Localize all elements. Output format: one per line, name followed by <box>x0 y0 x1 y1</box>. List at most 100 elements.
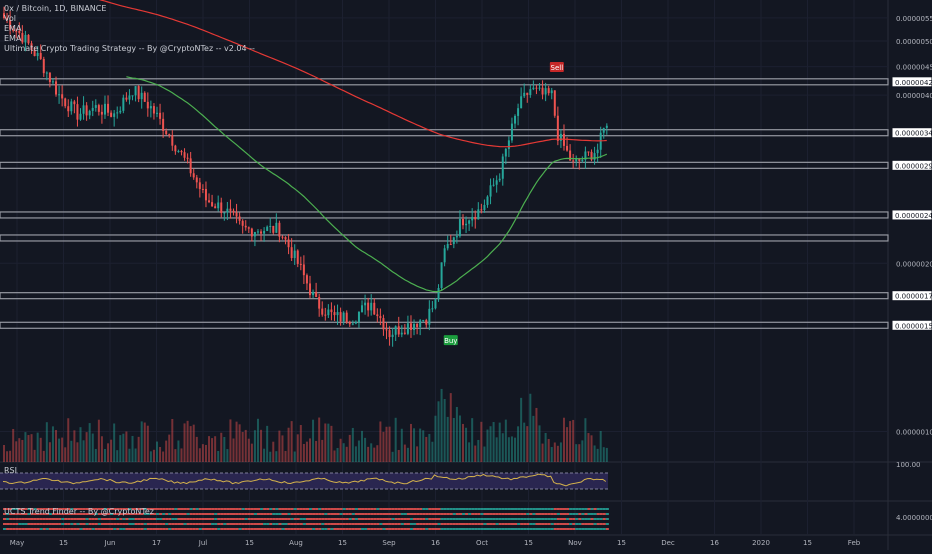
volume-bar <box>94 448 97 462</box>
volume-bar <box>290 421 293 462</box>
trend-stripe <box>85 513 89 515</box>
trend-stripe <box>24 508 28 510</box>
trend-stripe <box>559 523 563 525</box>
trend-stripe <box>125 513 129 515</box>
volume-bar <box>110 439 113 462</box>
trend-stripe <box>400 528 404 530</box>
trend-stripe <box>376 518 380 520</box>
trend-stripe <box>514 513 518 515</box>
x-tick-label: 16 <box>710 539 719 547</box>
rsi-pane-label[interactable]: RSI <box>4 466 17 475</box>
volume-bar <box>217 450 220 462</box>
trend-pane-label[interactable]: UCTS Trend Finder -- By @CryptoNTez <box>4 507 154 516</box>
trend-stripe <box>391 513 395 515</box>
volume-bar <box>376 445 379 462</box>
volume-bar <box>605 447 608 462</box>
volume-bar <box>501 433 504 462</box>
trend-stripe <box>367 528 371 530</box>
trend-stripe <box>379 523 383 525</box>
trend-stripe <box>177 508 181 510</box>
candle-body <box>116 112 119 114</box>
volume-bar <box>171 418 174 462</box>
trend-stripe <box>134 508 138 510</box>
candle-body <box>559 133 562 141</box>
trend-stripe <box>339 518 343 520</box>
trend-stripe <box>315 513 319 515</box>
trend-stripe <box>315 508 319 510</box>
trend-stripe <box>186 523 190 525</box>
trend-stripe <box>422 508 426 510</box>
trend-stripe <box>146 528 150 530</box>
trend-stripe <box>45 518 49 520</box>
trend-stripe <box>235 508 239 510</box>
trend-stripe <box>342 518 346 520</box>
trend-stripe <box>119 518 123 520</box>
trend-stripe <box>520 523 524 525</box>
trend-stripe <box>238 528 242 530</box>
trend-stripe <box>416 528 420 530</box>
trend-stripe <box>523 513 527 515</box>
trend-stripe <box>517 513 521 515</box>
trend-stripe <box>486 518 490 520</box>
trend-stripe <box>477 518 481 520</box>
trend-stripe <box>468 518 472 520</box>
trend-stripe <box>327 523 331 525</box>
trend-stripe <box>425 523 429 525</box>
volume-bar <box>247 438 250 462</box>
trend-stripe <box>489 513 493 515</box>
indicator-ema-2[interactable]: EMA <box>4 34 22 43</box>
candle-body <box>535 87 538 89</box>
trend-stripe <box>226 523 230 525</box>
indicator-ema-1[interactable]: EMA <box>4 24 22 33</box>
trend-stripe <box>171 508 175 510</box>
trend-stripe <box>510 518 515 520</box>
trend-stripe <box>504 523 508 525</box>
volume-bar <box>12 428 15 462</box>
trend-stripe <box>220 508 224 510</box>
trend-stripe <box>449 508 453 510</box>
candle-body <box>593 153 596 160</box>
trend-stripe <box>128 513 132 515</box>
trend-stripe <box>357 508 362 510</box>
candle-body <box>471 216 474 221</box>
symbol-title[interactable]: 0x / Bitcoin, 1D, BINANCE <box>4 4 107 13</box>
volume-bar <box>538 425 541 462</box>
indicator-ucts[interactable]: Ultimate Crypto Trading Strategy -- By @… <box>4 44 255 53</box>
volume-bar <box>134 448 137 462</box>
trend-stripe <box>575 508 579 510</box>
candle-body <box>309 283 311 296</box>
trend-stripe <box>385 513 389 515</box>
trend-stripe <box>180 513 184 515</box>
volume-bar <box>278 430 281 462</box>
candle-body <box>137 86 140 100</box>
trend-stripe <box>449 518 453 520</box>
candle-body <box>596 149 599 154</box>
trend-stripe <box>143 528 147 530</box>
trend-stripe <box>275 518 279 520</box>
trend-stripe <box>165 528 169 530</box>
trend-stripe <box>434 508 438 510</box>
trend-stripe <box>590 508 594 510</box>
trend-stripe <box>419 518 423 520</box>
volume-bar <box>253 430 256 462</box>
trend-stripe <box>128 523 132 525</box>
volume-bar <box>67 418 70 462</box>
trend-stripe <box>587 518 591 520</box>
trend-stripe <box>465 518 469 520</box>
trend-stripe <box>110 523 114 525</box>
candle-body <box>272 225 275 233</box>
candle-body <box>214 206 217 209</box>
trend-stripe <box>535 518 539 520</box>
trend-stripe <box>452 518 456 520</box>
trend-stripe <box>55 513 59 515</box>
trend-stripe <box>149 513 153 515</box>
indicator-vol[interactable]: Vol <box>4 14 16 23</box>
trend-stripe <box>278 513 282 515</box>
trend-stripe <box>333 528 337 530</box>
trend-stripe <box>113 508 117 510</box>
candle-body <box>113 113 116 117</box>
trend-stripe <box>523 518 527 520</box>
trend-stripe <box>455 518 459 520</box>
